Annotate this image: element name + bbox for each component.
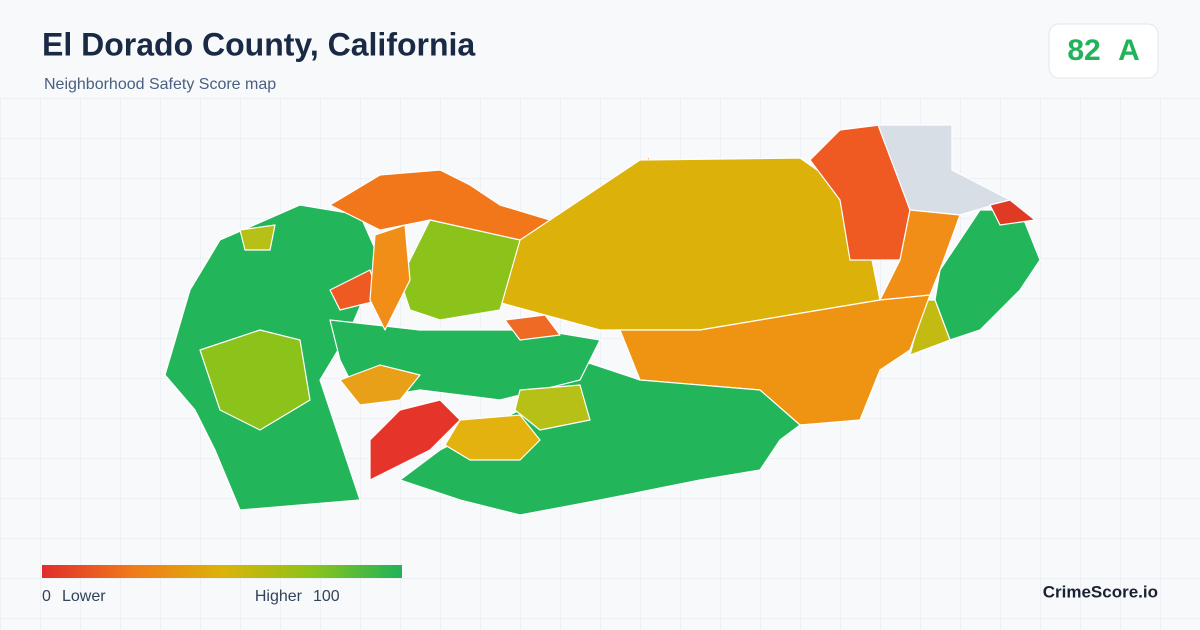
title: El Dorado County, California: [42, 26, 475, 62]
score-badge: [1048, 23, 1159, 79]
region: [239, 224, 276, 251]
legend-max: 100: [313, 588, 340, 605]
legend-max-label: Higher: [255, 588, 303, 605]
region: [989, 199, 1036, 226]
region: [369, 224, 411, 331]
brand: CrimeScore.io: [1043, 582, 1158, 601]
region: [399, 219, 521, 321]
legend-min-label: Lower: [62, 588, 106, 605]
region: [399, 359, 801, 516]
score-value: 82: [1067, 34, 1100, 67]
region: [504, 314, 561, 341]
legend-scale: [42, 565, 402, 578]
subtitle: Neighborhood Safety Score map: [44, 76, 276, 93]
region: [444, 414, 541, 461]
region: [514, 384, 591, 431]
score-grade: A: [1118, 34, 1140, 67]
county-map: [164, 124, 1041, 516]
region: [339, 364, 421, 406]
legend-min: 0: [42, 588, 51, 605]
region: [199, 329, 311, 431]
